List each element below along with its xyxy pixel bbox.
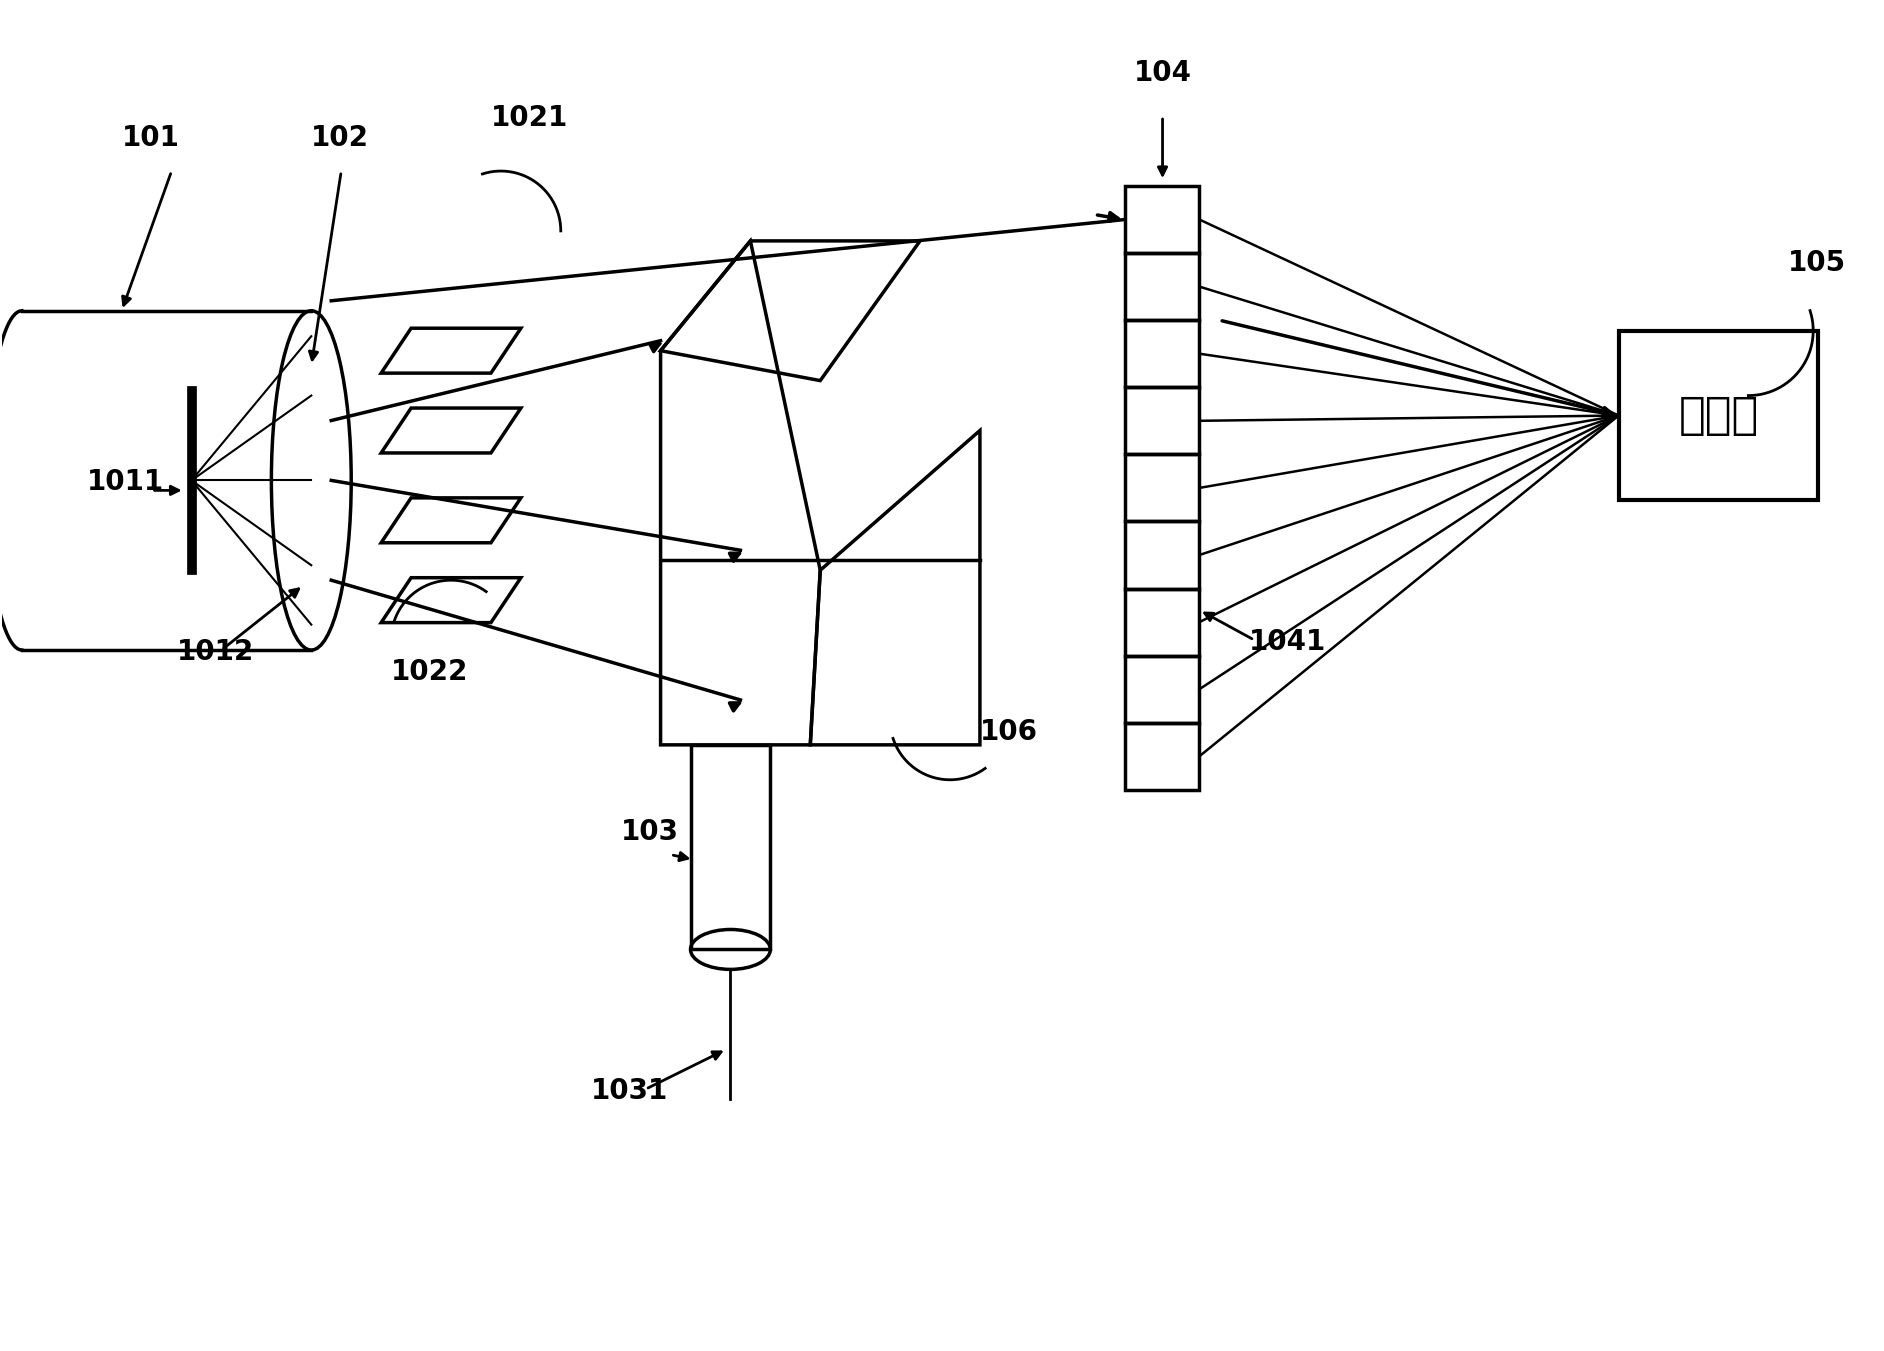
Bar: [1125, 655, 1200, 723]
Bar: [1125, 723, 1200, 790]
Text: 103: 103: [620, 817, 678, 846]
Text: 104: 104: [1134, 59, 1191, 88]
Text: 1041: 1041: [1249, 628, 1326, 657]
Text: 1012: 1012: [177, 638, 254, 666]
Text: 101: 101: [122, 124, 179, 153]
Text: 处理器: 处理器: [1679, 394, 1758, 436]
Bar: [1125, 253, 1200, 320]
Text: 105: 105: [1788, 249, 1846, 277]
Text: 106: 106: [980, 717, 1038, 746]
Bar: [1125, 454, 1200, 521]
Bar: [1125, 320, 1200, 388]
Text: 1011: 1011: [87, 469, 164, 496]
Text: 1031: 1031: [592, 1077, 669, 1105]
Bar: [691, 744, 771, 950]
Bar: [1125, 589, 1200, 655]
Bar: [1125, 186, 1200, 253]
Text: 1022: 1022: [392, 658, 469, 686]
Text: 102: 102: [311, 124, 369, 153]
Text: 1021: 1021: [492, 104, 569, 132]
Bar: [1125, 521, 1200, 589]
Bar: [1125, 388, 1200, 454]
Bar: [1618, 331, 1818, 500]
